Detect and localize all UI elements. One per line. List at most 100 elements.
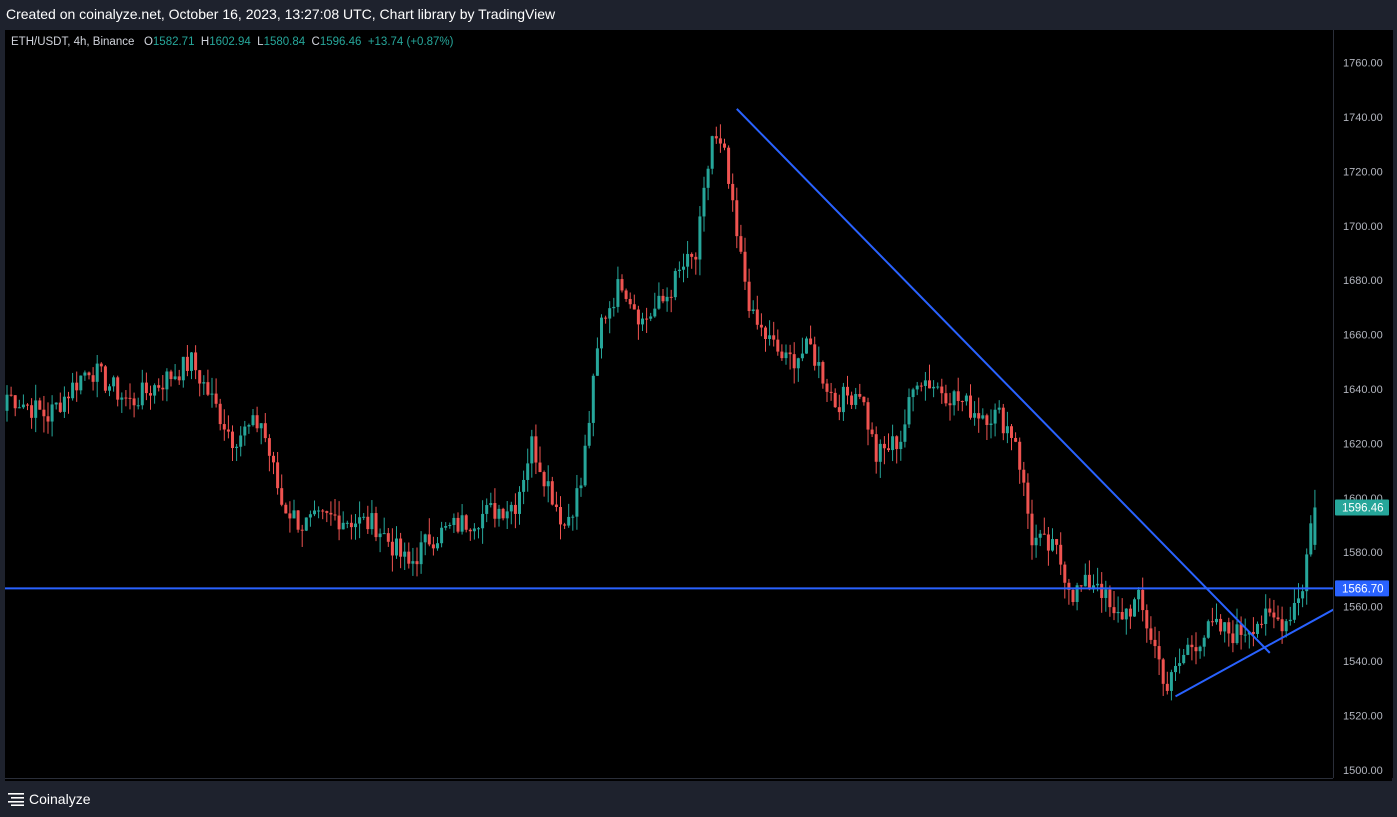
candle bbox=[743, 237, 747, 290]
candle bbox=[222, 409, 226, 441]
candle-body bbox=[395, 538, 398, 556]
candle bbox=[1071, 588, 1075, 606]
candle bbox=[161, 375, 165, 401]
candle bbox=[1087, 560, 1091, 591]
candle bbox=[1198, 645, 1202, 659]
candle bbox=[67, 391, 70, 414]
candle-body bbox=[1202, 637, 1206, 647]
candle bbox=[153, 383, 157, 404]
candle bbox=[887, 433, 890, 452]
candle-body bbox=[604, 317, 608, 319]
candle bbox=[1174, 657, 1177, 682]
candle bbox=[284, 502, 288, 514]
candle bbox=[436, 537, 439, 551]
candle bbox=[522, 470, 526, 505]
candle-body bbox=[222, 424, 226, 430]
candle-body bbox=[1276, 617, 1280, 620]
candle-body bbox=[1157, 646, 1161, 660]
candlestick-chart[interactable] bbox=[5, 30, 1333, 778]
candle-body bbox=[300, 529, 304, 531]
candle bbox=[600, 314, 603, 359]
candle bbox=[973, 401, 977, 426]
candle-body bbox=[1022, 469, 1026, 483]
candle bbox=[1194, 632, 1198, 665]
candle-body bbox=[1297, 598, 1300, 603]
created-on-text: Created on coinalyze.net, October 16, 20… bbox=[6, 6, 556, 22]
candle-body bbox=[308, 514, 312, 518]
candle bbox=[665, 287, 669, 312]
right-border bbox=[1392, 30, 1397, 781]
candle bbox=[1104, 580, 1108, 612]
candle bbox=[993, 403, 997, 437]
candle-body bbox=[858, 394, 862, 397]
price-axis[interactable]: 1500.00 1520.00 1540.00 1560.00 1580.00 1600.… bbox=[1333, 30, 1393, 778]
candle bbox=[780, 344, 784, 361]
candle bbox=[259, 423, 263, 445]
candle bbox=[464, 514, 468, 533]
candle bbox=[1256, 621, 1259, 638]
candles bbox=[5, 124, 1317, 701]
candle bbox=[837, 394, 841, 421]
candle-body bbox=[571, 516, 575, 518]
candle bbox=[58, 392, 62, 413]
candle-body bbox=[706, 168, 710, 188]
candle-body bbox=[1313, 507, 1317, 545]
candle-body bbox=[727, 147, 731, 184]
candle-body bbox=[71, 382, 75, 399]
candle-body bbox=[1194, 647, 1198, 652]
candle-body bbox=[370, 513, 374, 530]
candle bbox=[120, 392, 124, 413]
candle bbox=[907, 388, 911, 429]
candle-body bbox=[591, 375, 595, 423]
candle-body bbox=[554, 504, 558, 508]
candle-body bbox=[427, 534, 431, 545]
candle-body bbox=[194, 352, 198, 371]
candle bbox=[71, 372, 75, 401]
candle-body bbox=[325, 511, 329, 513]
candle bbox=[272, 451, 275, 475]
candle-body bbox=[522, 479, 526, 492]
candle-body bbox=[1190, 644, 1194, 648]
candle-body bbox=[862, 396, 866, 403]
candle-body bbox=[1141, 589, 1145, 611]
candle-body bbox=[1292, 602, 1296, 620]
brand-logo[interactable]: Coinalyze bbox=[8, 791, 90, 807]
candle-body bbox=[805, 338, 808, 354]
candle-body bbox=[1305, 554, 1309, 592]
candle bbox=[669, 289, 673, 313]
candle bbox=[731, 173, 735, 212]
candle-body bbox=[390, 541, 394, 556]
candle bbox=[431, 536, 435, 556]
candle bbox=[1149, 616, 1153, 645]
candle-body bbox=[813, 344, 817, 366]
candle-body bbox=[620, 279, 624, 291]
candle bbox=[985, 413, 989, 441]
price-tick-label: 1660.00 bbox=[1343, 330, 1383, 342]
candle-body bbox=[280, 488, 284, 505]
candle-body bbox=[1182, 654, 1186, 664]
candle bbox=[79, 375, 83, 395]
candle bbox=[747, 268, 751, 318]
candle bbox=[518, 486, 521, 525]
candle-body bbox=[95, 363, 99, 382]
candle-body bbox=[1284, 621, 1288, 632]
candle-body bbox=[952, 391, 956, 406]
candle bbox=[415, 547, 419, 577]
candle bbox=[1145, 604, 1149, 643]
candle bbox=[17, 399, 21, 409]
candle-body bbox=[780, 351, 784, 359]
candle bbox=[456, 512, 460, 534]
candle-body bbox=[1149, 628, 1153, 640]
candle-body bbox=[255, 415, 259, 429]
candle-body bbox=[788, 352, 792, 355]
candle-body bbox=[67, 396, 70, 399]
candle-body bbox=[173, 376, 177, 380]
candle-body bbox=[682, 266, 685, 270]
candle bbox=[768, 320, 772, 346]
candle bbox=[784, 344, 788, 365]
candle-body bbox=[739, 236, 743, 252]
candle bbox=[1202, 635, 1206, 657]
chart-pane[interactable]: ETH/USDT, 4h, Binance O1582.71 H1602.94 … bbox=[5, 30, 1333, 778]
candle-body bbox=[374, 513, 378, 538]
candle bbox=[239, 426, 243, 457]
